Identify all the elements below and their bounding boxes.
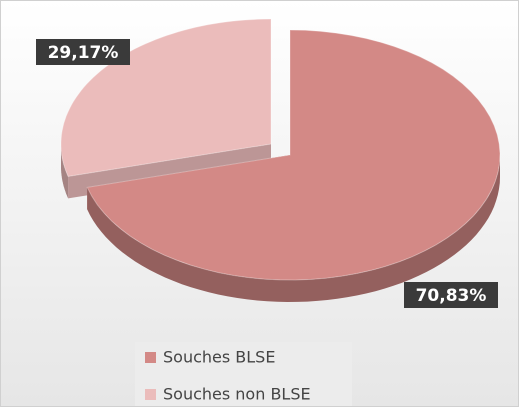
legend: Souches BLSE Souches non BLSE [145,348,311,404]
legend-swatch [145,352,156,363]
slice-side [87,155,500,302]
slice-side [61,144,69,199]
legend-box [135,342,352,406]
legend-label: Souches non BLSE [163,385,311,404]
labels: 70,83% 29,17% [36,39,498,308]
legend-label: Souches BLSE [163,348,275,367]
data-label-box [36,39,130,65]
slice [60,18,272,177]
slice [86,29,501,281]
legend-swatch [145,389,156,400]
data-label: 70,83% [416,286,487,306]
pie [60,18,501,302]
data-label-box [404,282,498,308]
data-label: 29,17% [48,43,119,63]
